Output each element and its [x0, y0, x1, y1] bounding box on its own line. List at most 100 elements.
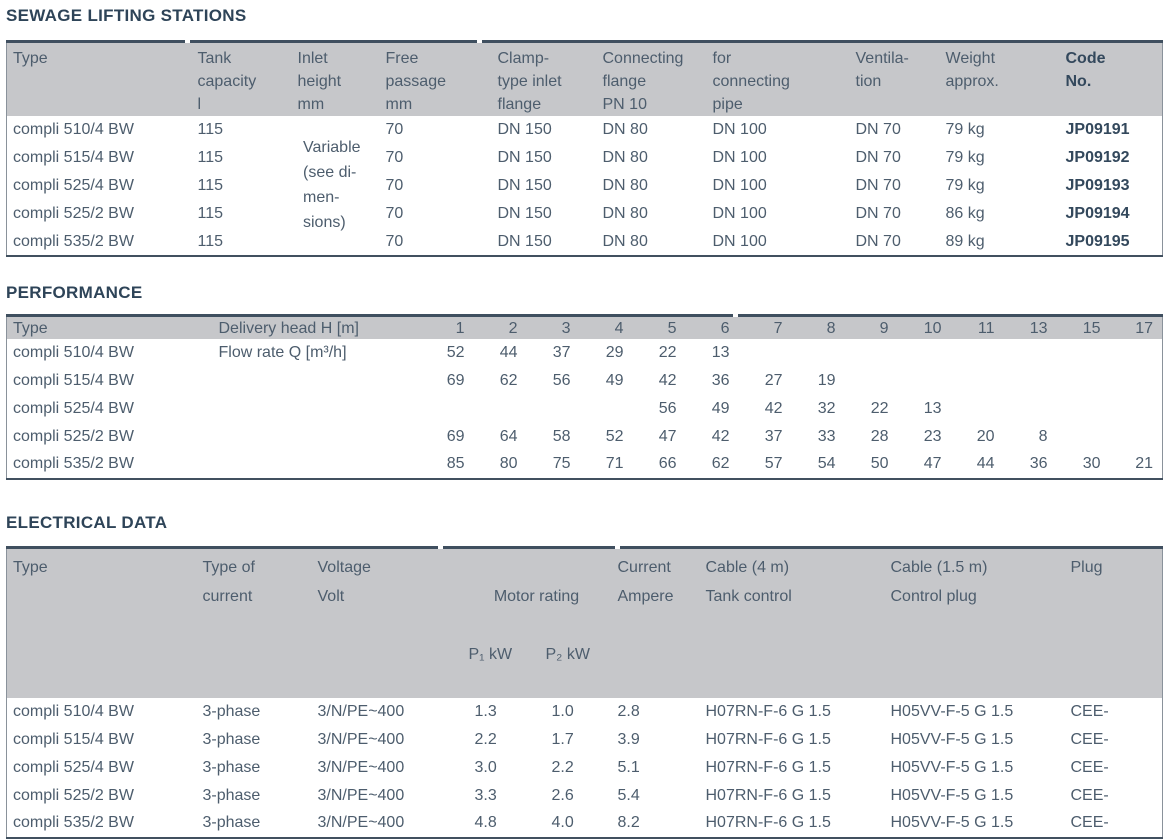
col-header-tank-capacity: Tank capacity l [191, 41, 292, 116]
col-header-head-m: 10 [897, 315, 951, 339]
cell-flow-value [1057, 395, 1110, 423]
cell-type: compli 510/4 BW [13, 702, 134, 720]
cell-inlet-height [292, 172, 380, 200]
cell-flow-value: 22 [658, 343, 677, 361]
sewage-lifting-stations-section: SEWAGE LIFTING STATIONS Type Tank capaci… [6, 6, 1168, 257]
table-row: compli 510/4 BW 3-phase 3/N/PE~400 1.3 1… [7, 698, 1163, 726]
cell-type: compli 535/2 BW [13, 814, 134, 831]
col-header-head-m: 4 [579, 315, 633, 339]
cell-flow-value: 52 [446, 343, 465, 361]
col-header-head-m: 5 [632, 315, 686, 339]
cell-flow-value [1110, 367, 1163, 395]
cell-flow-value: 42 [658, 371, 677, 389]
cell-flow-value: 33 [817, 427, 836, 445]
stations-table-wrap: Type Tank capacity l Inlet height mm Fre… [6, 40, 1163, 257]
cell-flow-value: 36 [1029, 455, 1048, 472]
table-row: compli 525/2 BW 3-phase 3/N/PE~400 3.3 2… [7, 782, 1163, 810]
cell-flow-value: 42 [764, 399, 783, 417]
cell-flow-value [1057, 423, 1110, 451]
performance-section: PERFORMANCE Type Delivery head H [m] 1 2… [6, 283, 1168, 480]
cell-flow-value: 64 [499, 427, 518, 445]
col-header-type: Type [6, 547, 197, 698]
cell-flow-value: 62 [499, 371, 518, 389]
col-header-cable-1-5m: Cable (1.5 m) Control plug [884, 547, 1065, 698]
cell-ventilation: DN 70 [855, 149, 901, 166]
cell-free-passage: 70 [385, 205, 404, 222]
cell-type-of-current: 3-phase [202, 702, 261, 720]
table-row: compli 525/2 BW 69 64 58 52 47 42 37 33 … [7, 423, 1163, 451]
table-row: compli 535/2 BW 3-phase 3/N/PE~400 4.8 4… [7, 810, 1163, 838]
col-header-connecting-pipe: for connecting pipe [706, 41, 850, 116]
cell-flow-value: 58 [552, 427, 571, 445]
table-row: compli 510/4 BW Flow rate Q [m³/h] 52 44… [7, 339, 1163, 367]
cell-cable-1-5m: H05VV-F-5 G 1.5 [890, 702, 1014, 720]
cell-flow-value [898, 367, 951, 395]
col-header-head-m: 3 [526, 315, 580, 339]
cell-flow-value: 44 [976, 455, 995, 472]
cell-ventilation: DN 70 [855, 232, 901, 250]
col-header-current: Current Ampere [611, 547, 700, 698]
cell-flow-value [1110, 395, 1163, 423]
cell-type: compli 525/4 BW [13, 177, 134, 194]
col-header-head-m: 6 [685, 315, 739, 339]
table-row: compli 525/2 BW 115 70 DN 150 DN 80 DN 1… [7, 200, 1163, 228]
cell-flow-value: 47 [658, 427, 677, 445]
cell-flow-value [1057, 339, 1110, 367]
cell-plug: CEE- [1070, 786, 1109, 804]
cell-flow-value [1057, 367, 1110, 395]
cell-voltage: 3/N/PE~400 [317, 786, 405, 804]
cell-type-of-current: 3-phase [202, 814, 261, 831]
col-header-free-passage: Free passage mm [379, 41, 492, 116]
cell-flow-value: 23 [923, 427, 942, 445]
cell-type: compli 535/2 BW [13, 455, 134, 472]
cell-flow-value: 32 [817, 399, 836, 417]
col-header-voltage: Voltage Volt [311, 547, 462, 698]
cell-type: compli 515/4 BW [13, 371, 134, 389]
cell-weight: 79 kg [945, 121, 985, 138]
col-header-ventilation: Ventila- tion [849, 41, 940, 116]
cell-inlet-height [292, 228, 380, 256]
cell-connecting-flange: DN 80 [602, 232, 648, 250]
cell-cable-4m: H07RN-F-6 G 1.5 [705, 814, 831, 831]
cell-type: compli 525/2 BW [13, 427, 134, 445]
cell-flow-value: 30 [1082, 455, 1101, 472]
cell-free-passage: 70 [385, 232, 404, 250]
col-header-motor-rating: Motor rating P₁ kW P₂ kW [461, 547, 612, 698]
cell-flow-value: 37 [764, 427, 783, 445]
motor-rating-sublabels: P₁ kW P₂ kW [462, 640, 612, 669]
cell-clamp-flange: DN 150 [497, 177, 552, 194]
cell-type: compli 510/4 BW [13, 121, 134, 138]
col-header-head-m: 7 [738, 315, 792, 339]
cell-p2-kw: 1.0 [551, 702, 574, 720]
cell-clamp-flange: DN 150 [497, 149, 552, 166]
performance-table: Type Delivery head H [m] 1 2 3 4 5 6 7 8… [6, 314, 1163, 480]
p1-kw-label: P₁ kW [468, 645, 513, 663]
col-header-type: Type [6, 41, 192, 116]
cell-flow-value: 37 [552, 343, 571, 361]
cell-code-no: JP09195 [1065, 232, 1130, 250]
cell-type: compli 510/4 BW [13, 343, 134, 361]
cell-flow-value: 29 [605, 343, 624, 361]
cell-connecting-pipe: DN 100 [712, 149, 767, 166]
cell-flow-rate-label [213, 395, 421, 423]
cell-connecting-flange: DN 80 [602, 205, 648, 222]
col-header-head-m: 11 [950, 315, 1004, 339]
cell-p1-kw: 1.3 [474, 702, 497, 720]
col-header-inlet-height: Inlet height mm [291, 41, 380, 116]
cell-code-no: JP09192 [1065, 149, 1130, 166]
col-header-cable-4m: Cable (4 m) Tank control [699, 547, 885, 698]
col-header-head-m: 15 [1056, 315, 1110, 339]
cell-p2-kw: 1.7 [551, 730, 574, 748]
col-header-connecting-flange: Connecting flange PN 10 [596, 41, 707, 116]
cell-flow-value [421, 395, 474, 423]
cell-tank-capacity: 115 [197, 177, 224, 194]
top-rule-gap [615, 545, 620, 549]
table-row: compli 510/4 BW 115 70 DN 150 DN 80 DN 1… [7, 116, 1163, 144]
cell-flow-value: 71 [605, 455, 624, 472]
cell-flow-value [1110, 423, 1163, 451]
cell-clamp-flange: DN 150 [497, 232, 552, 250]
cell-flow-value [951, 367, 1004, 395]
cell-flow-value [474, 395, 527, 423]
cell-type: compli 525/2 BW [13, 205, 134, 222]
cell-connecting-flange: DN 80 [602, 149, 648, 166]
